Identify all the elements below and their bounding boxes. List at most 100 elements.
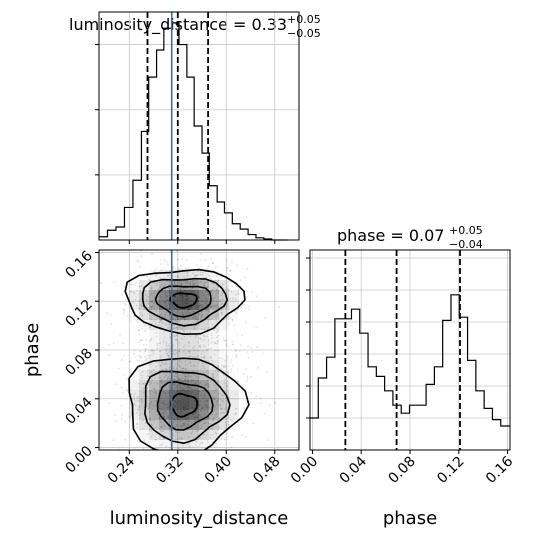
scatter-point <box>161 361 164 364</box>
scatter-point <box>199 415 202 417</box>
scatter-point <box>217 306 220 309</box>
scatter-point <box>198 390 201 393</box>
scatter-point <box>188 356 190 359</box>
scatter-point <box>237 293 240 296</box>
scatter-point <box>231 364 234 367</box>
scatter-point <box>120 404 123 407</box>
scatter-point <box>172 348 175 351</box>
scatter-point <box>246 380 248 382</box>
scatter-point <box>182 367 185 370</box>
scatter-point <box>209 306 212 308</box>
scatter-point <box>257 367 259 369</box>
scatter-point <box>167 275 169 278</box>
scatter-point <box>225 259 228 262</box>
scatter-point <box>151 253 154 255</box>
scatter-point <box>155 391 157 394</box>
scatter-point <box>163 338 165 341</box>
scatter-point <box>207 386 210 388</box>
density-cell <box>159 340 169 350</box>
density-cell <box>129 290 139 300</box>
density-cell <box>179 330 189 340</box>
scatter-point <box>183 318 186 321</box>
scatter-point <box>164 410 166 412</box>
scatter-point <box>166 456 168 458</box>
scatter-point <box>212 299 214 302</box>
scatter-point <box>185 312 187 314</box>
scatter-point <box>196 355 199 358</box>
density-cell <box>169 390 179 400</box>
scatter-point <box>199 313 202 316</box>
scatter-point <box>172 317 174 320</box>
scatter-point <box>159 365 162 368</box>
scatter-point <box>152 320 155 322</box>
scatter-point <box>224 407 227 410</box>
scatter-point <box>195 356 198 359</box>
scatter-point <box>226 355 229 358</box>
scatter-point <box>189 355 192 357</box>
scatter-point <box>244 368 247 371</box>
scatter-point <box>123 373 125 376</box>
scatter-point <box>248 308 251 311</box>
scatter-point <box>160 364 162 366</box>
scatter-point <box>278 306 280 308</box>
scatter-point <box>136 412 138 414</box>
density-cell <box>139 410 149 420</box>
density-cell <box>179 430 189 440</box>
scatter-point <box>210 332 213 334</box>
density-cell <box>159 370 169 380</box>
scatter-point <box>206 348 209 351</box>
scatter-point <box>186 271 189 274</box>
scatter-point <box>180 368 182 371</box>
scatter-point <box>193 327 196 329</box>
scatter-point <box>199 451 201 453</box>
scatter-point <box>200 409 203 412</box>
scatter-point <box>188 341 190 344</box>
scatter-point <box>164 291 167 294</box>
scatter-point <box>183 424 185 427</box>
scatter-point <box>215 442 218 445</box>
scatter-point <box>206 267 209 270</box>
scatter-point <box>147 302 150 305</box>
scatter-point <box>196 317 199 320</box>
scatter-point <box>182 313 185 316</box>
scatter-point <box>214 342 216 344</box>
density-cell <box>169 280 179 290</box>
scatter-point <box>265 371 268 374</box>
title-phase-sup: +0.05 <box>449 224 483 237</box>
scatter-point <box>114 383 117 386</box>
scatter-point <box>226 266 229 269</box>
scatter-point <box>146 433 149 435</box>
scatter-point <box>220 313 223 316</box>
scatter-point <box>208 275 211 277</box>
scatter-point <box>153 307 156 310</box>
scatter-point <box>144 348 147 351</box>
scatter-point <box>200 315 203 318</box>
density-cell <box>139 430 149 440</box>
density-cell <box>139 280 149 290</box>
scatter-point <box>207 397 210 400</box>
scatter-point <box>165 295 168 298</box>
density-cell <box>169 320 179 330</box>
scatter-point <box>185 375 188 378</box>
scatter-point <box>227 421 230 423</box>
scatter-point <box>208 298 211 300</box>
scatter-point <box>211 434 214 436</box>
scatter-point <box>274 401 276 404</box>
scatter-point <box>213 304 215 307</box>
scatter-point <box>196 430 199 432</box>
scatter-point <box>209 347 212 350</box>
scatter-point <box>166 354 169 357</box>
scatter-point <box>200 310 203 313</box>
scatter-point <box>164 362 167 364</box>
scatter-point <box>220 294 223 297</box>
scatter-point <box>150 430 153 432</box>
scatter-point <box>176 385 179 388</box>
scatter-point <box>147 395 150 398</box>
scatter-point <box>152 305 155 307</box>
density-cell <box>189 340 199 350</box>
scatter-point <box>149 383 152 386</box>
scatter-point <box>176 258 179 261</box>
scatter-point <box>260 397 262 400</box>
scatter-point <box>156 382 159 385</box>
scatter-point <box>229 270 232 273</box>
